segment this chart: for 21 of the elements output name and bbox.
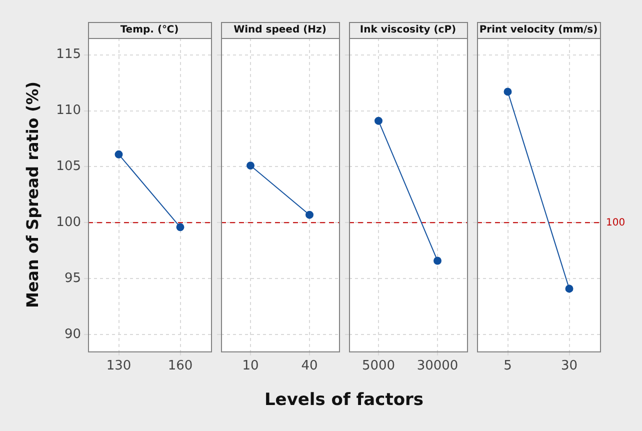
y-tick-label: 110	[56, 103, 81, 118]
y-tick-label: 105	[56, 159, 81, 174]
x-tick-label: 30000	[416, 358, 458, 374]
ref-line-label: 100	[606, 217, 626, 228]
x-axis-title: Levels of factors	[263, 390, 425, 410]
chart-title: Ink viscosity (cP)	[360, 24, 456, 36]
x-tick-label: 160	[168, 358, 193, 374]
x-tick-label: 5	[504, 358, 512, 374]
y-tick-label: 90	[64, 326, 81, 342]
y-tick-label: 115	[56, 47, 81, 62]
x-tick-label: 5000	[362, 358, 396, 374]
y-tick-label: 100	[56, 215, 81, 230]
x-tick-label: 10	[242, 358, 259, 374]
x-tick-label: 30	[560, 358, 578, 374]
chart-title: Print velocity (mm/s)	[479, 24, 598, 36]
x-tick-label: 40	[301, 358, 318, 374]
x-tick-label: 130	[106, 358, 132, 374]
y-tick-label: 95	[64, 271, 81, 286]
y-axis-title: Mean of Spread ratio (%)	[22, 81, 42, 308]
chart-title: Temp. (℃)	[120, 24, 179, 36]
chart-title: Wind speed (Hz)	[234, 24, 326, 36]
